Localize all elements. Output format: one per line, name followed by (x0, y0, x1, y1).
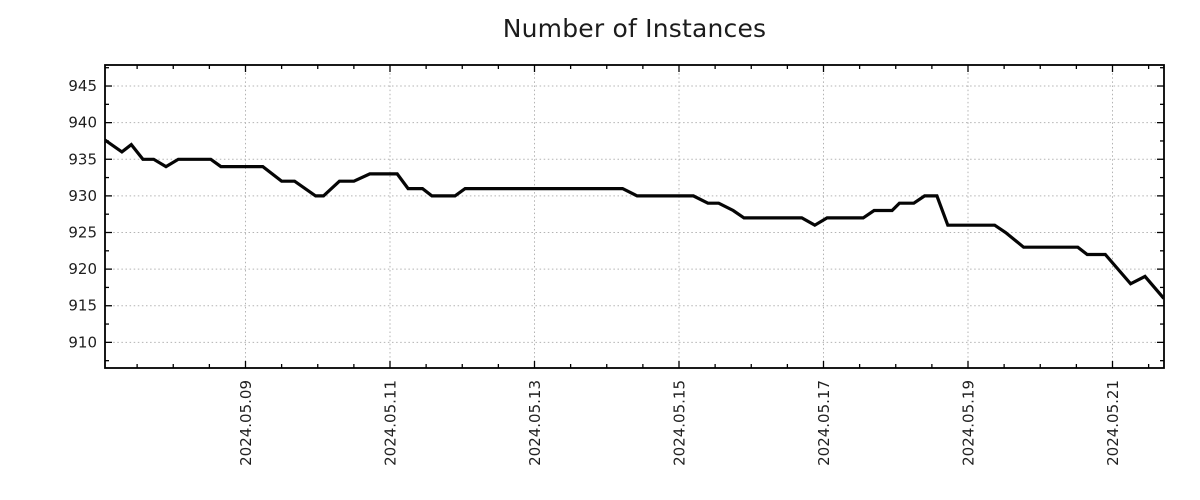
chart-title: Number of Instances (502, 14, 767, 43)
y-tick-label: 915 (68, 297, 97, 315)
x-tick-label: 2024.05.13 (526, 380, 544, 466)
y-tick-label: 945 (68, 77, 97, 95)
plot-frame (104, 64, 1165, 369)
y-tick-label: 920 (68, 260, 97, 278)
y-tick-label: 925 (68, 224, 97, 242)
x-tick-label: 2024.05.09 (237, 380, 255, 466)
data-series-line (105, 138, 1164, 300)
x-tick-label: 2024.05.11 (381, 380, 399, 466)
x-tick-label: 2024.05.19 (959, 380, 977, 466)
axis-ticks (105, 65, 1164, 368)
y-tick-label: 910 (68, 333, 97, 351)
axis-tick-labels: 2024.05.09 2024.05.11 2024.05.13 2024.05.15… (68, 77, 1122, 466)
y-tick-label: 940 (68, 114, 97, 132)
x-tick-label: 2024.05.17 (815, 380, 833, 466)
y-tick-label: 930 (68, 187, 97, 205)
grid-lines (105, 65, 1164, 368)
y-tick-label: 935 (68, 150, 97, 168)
x-tick-label: 2024.05.15 (670, 380, 688, 466)
x-tick-label: 2024.05.21 (1104, 380, 1122, 466)
